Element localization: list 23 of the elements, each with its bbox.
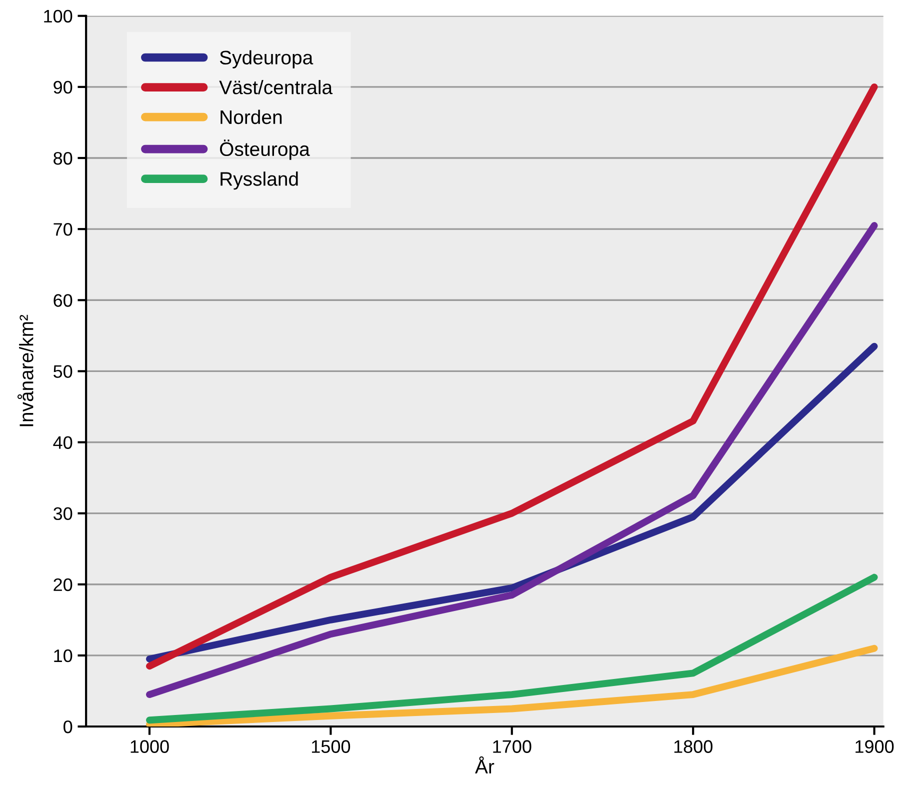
y-tick-label: 80 <box>54 152 72 165</box>
x-tick-label: 1500 <box>312 740 350 753</box>
x-tick-label: 1800 <box>674 740 712 753</box>
y-tick-label: 50 <box>54 365 72 378</box>
legend-label: Östeuropa <box>220 140 310 160</box>
legend-label: Norden <box>220 110 282 124</box>
y-tick-label: 30 <box>53 507 72 520</box>
y-tick-label: 0 <box>64 720 72 734</box>
y-axis-title: Invånare/km² <box>17 314 34 426</box>
y-tick-label: 90 <box>54 80 72 94</box>
y-tick-label: 40 <box>53 436 72 449</box>
y-tick-label: 70 <box>54 223 72 236</box>
x-tick-label: 1900 <box>856 740 894 753</box>
y-tick-label: 10 <box>54 649 72 662</box>
y-tick-label: 100 <box>44 10 72 23</box>
x-tick-label: 1700 <box>493 740 532 753</box>
x-axis-title: År <box>475 756 494 774</box>
y-tick-label: 20 <box>54 578 72 592</box>
x-tick-label: 1000 <box>130 740 169 753</box>
legend-label: Väst/centrala <box>219 80 333 94</box>
y-tick-label: 60 <box>54 294 72 307</box>
legend-label: Sydeuropa <box>220 50 314 68</box>
legend-label: Ryssland <box>220 172 298 190</box>
